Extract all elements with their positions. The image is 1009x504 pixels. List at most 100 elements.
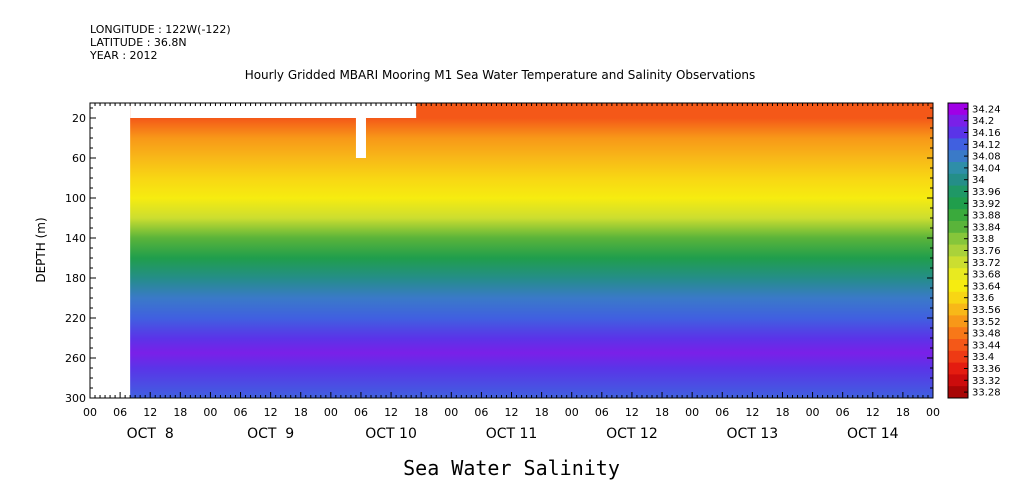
x-tick-label: 00 — [806, 406, 820, 419]
colorbar-swatch — [948, 362, 968, 375]
colorbar-label: 33.52 — [972, 317, 1001, 328]
missing-data-region-0 — [130, 103, 417, 118]
x-tick-label: 00 — [83, 406, 97, 419]
x-day-label: OCT 9 — [247, 426, 294, 442]
missing-data-region-1 — [355, 118, 366, 158]
latitude-label: LATITUDE : 36.8N — [90, 36, 187, 49]
colorbar-label: 33.56 — [972, 305, 1001, 316]
colorbar-swatch — [948, 209, 968, 222]
y-tick-label: 60 — [72, 152, 86, 165]
colorbar-swatch — [948, 185, 968, 198]
y-tick-label: 220 — [65, 312, 86, 325]
colorbar-label: 34.08 — [972, 152, 1001, 163]
colorbar-swatch — [948, 138, 968, 151]
colorbar-label: 33.44 — [972, 340, 1001, 351]
x-tick-label: 18 — [896, 406, 910, 419]
colorbar: 34.2434.234.1634.1234.0834.043433.9633.9… — [947, 102, 1001, 399]
y-tick-label: 180 — [65, 272, 86, 285]
colorbar-swatch — [948, 150, 968, 163]
colorbar-swatch — [948, 327, 968, 340]
colorbar-swatch — [948, 244, 968, 257]
colorbar-label: 34.12 — [972, 140, 1001, 151]
x-tick-label: 06 — [234, 406, 248, 419]
x-tick-label: 06 — [836, 406, 850, 419]
x-tick-label: 18 — [173, 406, 187, 419]
colorbar-label: 33.64 — [972, 281, 1001, 292]
x-tick-label: 00 — [685, 406, 699, 419]
x-tick-label: 12 — [384, 406, 398, 419]
y-axis-label: DEPTH (m) — [34, 217, 48, 283]
colorbar-label: 33.8 — [972, 234, 994, 245]
x-tick-label: 18 — [535, 406, 549, 419]
y-tick-label: 260 — [65, 352, 86, 365]
chart-title: Hourly Gridded MBARI Mooring M1 Sea Wate… — [244, 68, 756, 82]
x-tick-label: 06 — [715, 406, 729, 419]
year-label: YEAR : 2012 — [90, 49, 158, 62]
colorbar-swatch — [948, 386, 968, 399]
x-day-label: OCT 8 — [127, 426, 174, 442]
colorbar-swatch — [948, 350, 968, 363]
colorbar-label: 33.68 — [972, 270, 1001, 281]
colorbar-label: 33.92 — [972, 199, 1001, 210]
colorbar-label: 33.96 — [972, 187, 1001, 198]
x-tick-label: 06 — [595, 406, 609, 419]
colorbar-label: 33.48 — [972, 329, 1001, 340]
x-tick-label: 12 — [264, 406, 278, 419]
colorbar-label: 33.88 — [972, 211, 1001, 222]
x-tick-label: 00 — [444, 406, 458, 419]
colorbar-swatch — [948, 162, 968, 175]
colorbar-label: 34.04 — [972, 163, 1001, 174]
colorbar-swatch — [948, 114, 968, 127]
x-tick-label: 18 — [775, 406, 789, 419]
colorbar-label: 33.32 — [972, 376, 1001, 387]
colorbar-swatch — [948, 280, 968, 293]
colorbar-label: 34.2 — [972, 116, 994, 127]
plot-area — [89, 102, 934, 399]
colorbar-label: 34 — [972, 175, 985, 186]
x-tick-label: 18 — [294, 406, 308, 419]
colorbar-label: 33.72 — [972, 258, 1001, 269]
y-tick-label: 300 — [65, 392, 86, 405]
colorbar-swatch — [948, 221, 968, 234]
longitude-label: LONGITUDE : 122W(-122) — [90, 23, 231, 36]
colorbar-label: 33.6 — [972, 293, 994, 304]
x-axis-label: Sea Water Salinity — [403, 456, 620, 480]
colorbar-swatch — [948, 374, 968, 387]
x-day-label: OCT 11 — [486, 426, 538, 442]
colorbar-label: 34.16 — [972, 128, 1001, 139]
x-day-label: OCT 10 — [365, 426, 417, 442]
x-tick-label: 12 — [745, 406, 759, 419]
x-tick-label: 12 — [625, 406, 639, 419]
colorbar-swatch — [948, 339, 968, 352]
x-day-label: OCT 14 — [847, 426, 899, 442]
x-day-label: OCT 12 — [606, 426, 658, 442]
x-tick-label: 00 — [926, 406, 940, 419]
x-tick-label: 12 — [505, 406, 519, 419]
colorbar-label: 33.76 — [972, 246, 1001, 257]
colorbar-swatch — [948, 256, 968, 269]
x-tick-label: 06 — [113, 406, 127, 419]
y-tick-label: 20 — [72, 112, 86, 125]
x-tick-label: 12 — [143, 406, 157, 419]
colorbar-swatch — [948, 103, 968, 116]
salinity-field — [130, 103, 934, 398]
x-tick-label: 06 — [354, 406, 368, 419]
colorbar-swatch — [948, 197, 968, 210]
x-tick-label: 18 — [414, 406, 428, 419]
colorbar-label: 33.4 — [972, 352, 994, 363]
colorbar-label: 33.28 — [972, 388, 1001, 399]
x-tick-label: 12 — [866, 406, 880, 419]
colorbar-swatch — [948, 232, 968, 245]
colorbar-swatch — [948, 268, 968, 281]
colorbar-label: 34.24 — [972, 104, 1001, 115]
colorbar-swatch — [948, 291, 968, 304]
x-tick-label: 06 — [474, 406, 488, 419]
colorbar-label: 33.84 — [972, 222, 1001, 233]
x-tick-label: 18 — [655, 406, 669, 419]
x-axis: 00 06 12 18 00 06 12 18 00 06 12 18 00 06 12 18 00 06 12 18… — [83, 392, 940, 442]
colorbar-swatch — [948, 126, 968, 139]
y-tick-label: 100 — [65, 192, 86, 205]
y-axis: 20 60 100 140 180 220 260 300 — [65, 107, 933, 405]
colorbar-swatch — [948, 315, 968, 328]
